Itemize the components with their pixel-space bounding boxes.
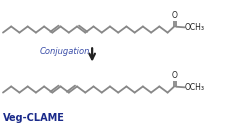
Text: O: O [171, 71, 177, 80]
Text: Veg-CLAME: Veg-CLAME [3, 113, 65, 123]
Text: OCH₃: OCH₃ [184, 83, 204, 92]
Text: O: O [171, 11, 177, 20]
Text: OCH₃: OCH₃ [184, 23, 204, 32]
Text: Conjugation: Conjugation [39, 47, 90, 56]
